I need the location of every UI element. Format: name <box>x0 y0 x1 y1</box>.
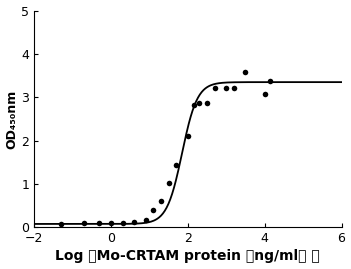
Point <box>97 221 102 225</box>
Point <box>262 92 267 96</box>
Point <box>267 79 273 83</box>
Point <box>143 217 148 222</box>
Point <box>185 134 191 139</box>
Point <box>166 181 171 185</box>
Point <box>204 100 210 105</box>
Point <box>151 208 156 212</box>
Point <box>108 221 114 225</box>
X-axis label: Log （Mo-CRTAM protein （ng/ml） ）: Log （Mo-CRTAM protein （ng/ml） ） <box>55 249 320 263</box>
Point <box>58 221 64 226</box>
Point <box>81 221 87 225</box>
Point <box>243 70 248 74</box>
Point <box>131 220 137 224</box>
Point <box>158 198 164 203</box>
Point <box>120 221 125 225</box>
Point <box>197 100 202 105</box>
Y-axis label: OD₄₅₀nm: OD₄₅₀nm <box>6 89 19 148</box>
Point <box>212 86 218 90</box>
Point <box>231 86 237 90</box>
Point <box>224 86 229 90</box>
Point <box>191 103 197 107</box>
Point <box>173 162 179 167</box>
